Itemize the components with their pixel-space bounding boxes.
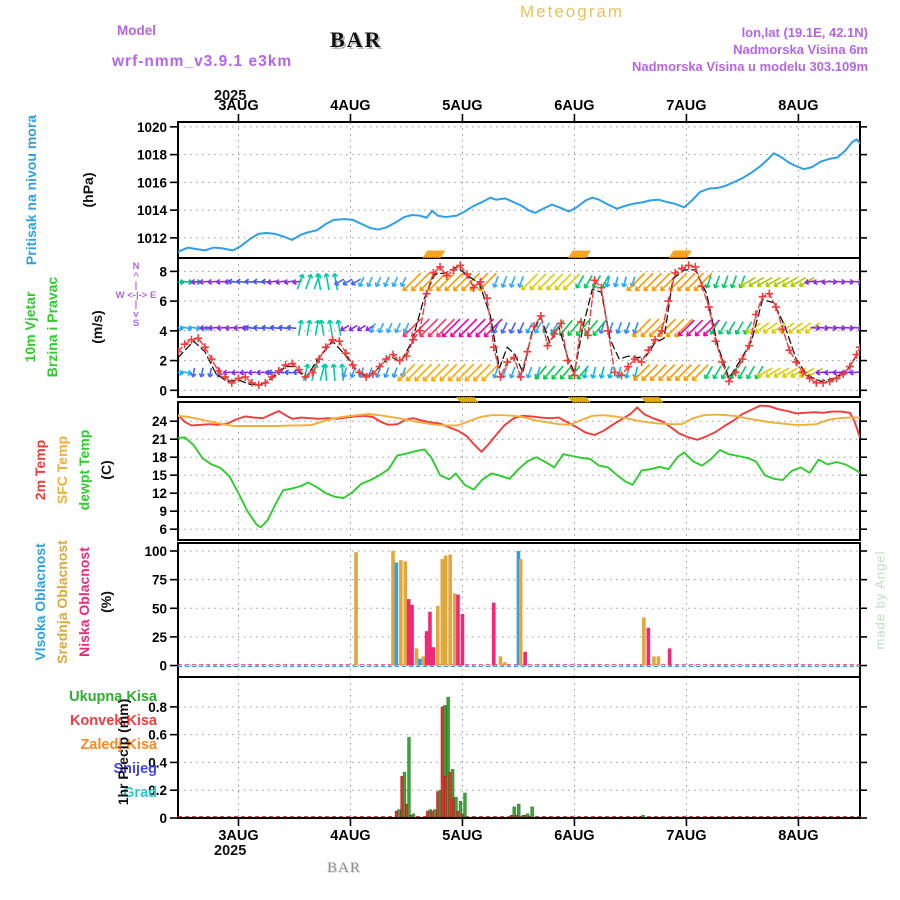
- panel-axes: 1012101410161018102002468691215182124025…: [137, 98, 867, 844]
- svg-text:8: 8: [159, 264, 167, 279]
- legend-convective-rain: Konvek.Kisa: [69, 713, 157, 729]
- svg-text:15: 15: [152, 468, 168, 483]
- svg-text:5AUG: 5AUG: [442, 98, 482, 114]
- location-line: lon,lat (19.1E, 42.1N): [741, 25, 868, 40]
- legend-high-cloud: Vlsoka Oblacnost: [32, 543, 48, 661]
- legend-mid-cloud: Srednja Oblacnost: [54, 540, 70, 664]
- cloud-cover-bars: [178, 551, 860, 668]
- wind-unit-label: (m/s): [89, 310, 105, 344]
- svg-text:1012: 1012: [137, 231, 167, 246]
- svg-text:8AUG: 8AUG: [778, 828, 818, 844]
- svg-text:18: 18: [152, 450, 168, 465]
- svg-text:0: 0: [159, 811, 167, 826]
- svg-text:6AUG: 6AUG: [554, 828, 594, 844]
- legend-2m-temp: 2m Temp: [32, 439, 48, 501]
- svg-text:3AUG: 3AUG: [218, 98, 258, 114]
- cloud-unit-label: (%): [98, 591, 114, 613]
- precip-unit-label: 1hr Precip (mm): [115, 698, 131, 806]
- svg-text:1020: 1020: [137, 120, 167, 135]
- pressure-unit-label: (hPa): [80, 172, 96, 208]
- pressure-line: [178, 138, 860, 253]
- svg-text:7AUG: 7AUG: [666, 828, 706, 844]
- compass-s: S: [132, 318, 140, 329]
- svg-text:0.8: 0.8: [148, 700, 167, 715]
- model-label: Model: [117, 23, 156, 38]
- pressure-axis-label: Pritisak na nivou mora: [23, 114, 39, 266]
- svg-text:0.6: 0.6: [148, 728, 167, 743]
- svg-text:0.4: 0.4: [148, 755, 167, 770]
- wind-panel: [178, 250, 860, 404]
- svg-text:4AUG: 4AUG: [330, 98, 370, 114]
- svg-text:8AUG: 8AUG: [778, 98, 818, 114]
- svg-text:0.2: 0.2: [148, 783, 167, 798]
- svg-text:100: 100: [144, 544, 167, 559]
- svg-text:5AUG: 5AUG: [442, 828, 482, 844]
- compass-bar2-icon: |: [134, 299, 138, 310]
- svg-text:6: 6: [159, 294, 167, 309]
- legend-hail: Grad: [123, 785, 157, 801]
- svg-text:7AUG: 7AUG: [666, 98, 706, 114]
- svg-text:3AUG: 3AUG: [218, 828, 258, 844]
- compass-n: N: [132, 261, 140, 272]
- svg-text:1016: 1016: [137, 175, 168, 190]
- svg-text:12: 12: [152, 486, 167, 501]
- svg-text:50: 50: [152, 601, 167, 616]
- footer-station-name: BAR: [327, 860, 361, 876]
- precip-legend: Ukupna Kisa Konvek.Kisa Zaledj.Kisa Snij…: [0, 690, 157, 801]
- elevation-line: Nadmorska Visina 6m: [733, 42, 868, 57]
- station-name-title: BAR: [330, 27, 383, 52]
- wind-arrow-overflow-marks: [422, 250, 692, 404]
- compass-arrow-up-icon: ^: [133, 270, 139, 282]
- compass-bar-icon: |: [134, 280, 138, 291]
- svg-text:9: 9: [159, 504, 167, 519]
- svg-text:75: 75: [152, 573, 168, 588]
- svg-text:2: 2: [159, 354, 167, 369]
- legend-low-cloud: Niska Oblacnost: [76, 547, 92, 657]
- precip-bars: [178, 696, 860, 818]
- legend-stratiform-rain: Zaledj.Kisa: [80, 737, 157, 753]
- temp-unit-label: (C): [98, 460, 114, 480]
- bottom-axis-year: 2025: [214, 843, 247, 859]
- svg-text:4AUG: 4AUG: [330, 828, 370, 844]
- page-title: Meteogram: [520, 2, 624, 21]
- compass-we-row: W <-|-> E: [115, 289, 157, 301]
- svg-text:24: 24: [152, 414, 168, 429]
- wind-compass-rose: N ^ | W <-|-> E | v S: [112, 262, 160, 329]
- compass-arrow-down-icon: v: [133, 308, 139, 320]
- temperature-lines: [178, 404, 860, 529]
- wind-axis-label-line2: Brzina i Pravac: [44, 276, 60, 378]
- legend-sfc-temp: SFC Temp: [54, 435, 70, 505]
- watermark: made by Angel: [872, 550, 888, 650]
- legend-dewpt-temp: dewpt Temp: [76, 429, 92, 511]
- top-axis-year: 2025: [214, 88, 247, 104]
- model-version: wrf-nmm_v3.9.1 e3km: [112, 53, 293, 70]
- svg-text:1014: 1014: [137, 203, 168, 218]
- svg-text:21: 21: [152, 432, 168, 447]
- svg-text:4: 4: [159, 324, 167, 339]
- wind-speed-series: [178, 261, 860, 390]
- svg-text:1018: 1018: [137, 148, 168, 163]
- svg-text:25: 25: [152, 630, 168, 645]
- svg-text:6: 6: [159, 522, 167, 537]
- svg-text:6AUG: 6AUG: [554, 98, 594, 114]
- model-elevation-line: Nadmorska Visina u modelu 303.109m: [631, 59, 868, 74]
- legend-total-rain: Ukupna Kisa: [69, 689, 157, 705]
- wind-axis-label-line1: 10m Vjetar: [22, 291, 38, 363]
- svg-text:0: 0: [159, 383, 167, 398]
- svg-text:0: 0: [159, 659, 167, 674]
- legend-snow: Snijeg: [113, 761, 157, 777]
